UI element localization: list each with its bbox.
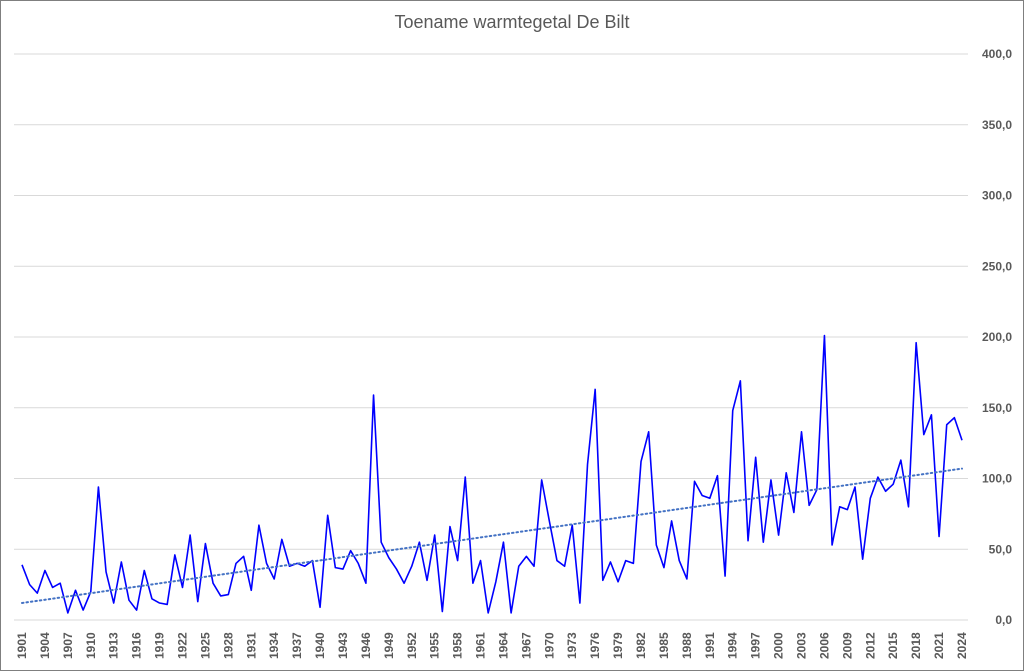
x-tick-label: 1988 [680,632,694,659]
x-tick-label: 1976 [588,632,602,659]
x-tick-label: 1985 [657,632,671,659]
x-axis-ticks: 1901 1904 1907 1910 1913 1916 1919 1922 1925 1928… [15,632,969,659]
x-tick-label: 2015 [886,632,900,659]
x-tick-label: 1910 [84,632,98,659]
x-tick-label: 1934 [267,632,281,659]
x-tick-label: 2006 [817,632,831,659]
y-tick-label: 200,0 [982,330,1012,344]
trend-line [21,467,963,605]
x-tick-label: 1943 [336,632,350,659]
x-tick-label: 1961 [474,632,488,659]
y-tick-label: 150,0 [982,401,1012,415]
x-tick-label: 2024 [955,632,969,659]
x-tick-label: 2009 [840,632,854,659]
x-tick-label: 1994 [726,632,740,659]
y-tick-label: 50,0 [989,542,1013,556]
x-tick-label: 2003 [795,632,809,659]
x-tick-label: 1922 [175,632,189,659]
x-tick-label: 1967 [519,632,533,659]
x-tick-label: 2021 [932,632,946,659]
x-tick-label: 1979 [611,632,625,659]
y-axis-ticks: 0,0 50,0 100,0 150,0 200,0 250,0 300,0 350,0 400… [982,47,1012,627]
y-tick-label: 250,0 [982,259,1012,273]
x-tick-label: 1907 [61,632,75,659]
y-tick-label: 300,0 [982,189,1012,203]
x-tick-label: 2012 [863,632,877,659]
x-tick-label: 1919 [153,632,167,659]
x-tick-label: 1991 [703,632,717,659]
chart-title: Toename warmtegetal De Bilt [394,12,630,32]
x-tick-label: 1904 [38,632,52,659]
x-tick-label: 1940 [313,632,327,659]
x-tick-label: 1946 [359,632,373,659]
x-tick-label: 1952 [405,632,419,659]
y-tick-label: 0,0 [995,613,1012,627]
y-tick-label: 100,0 [982,472,1012,486]
x-tick-label: 1997 [749,632,763,659]
x-tick-label: 1928 [221,632,235,659]
x-tick-label: 1901 [15,632,29,659]
x-tick-label: 2018 [909,632,923,659]
series-line-warmtegetal [21,334,963,614]
x-tick-label: 1958 [451,632,465,659]
series-layer [21,334,963,614]
x-tick-label: 1925 [198,632,212,659]
x-tick-label: 1970 [542,632,556,659]
x-tick-label: 1931 [244,632,258,659]
x-tick-label: 1973 [565,632,579,659]
x-tick-label: 1982 [634,632,648,659]
x-tick-label: 1955 [428,632,442,659]
x-tick-label: 1916 [130,632,144,659]
x-tick-label: 1949 [382,632,396,659]
y-tick-label: 400,0 [982,47,1012,61]
x-tick-label: 2000 [772,632,786,659]
y-tick-label: 350,0 [982,118,1012,132]
x-tick-label: 1964 [496,632,510,659]
gridlines [14,53,968,621]
x-tick-label: 1937 [290,632,304,659]
x-tick-label: 1913 [107,632,121,659]
